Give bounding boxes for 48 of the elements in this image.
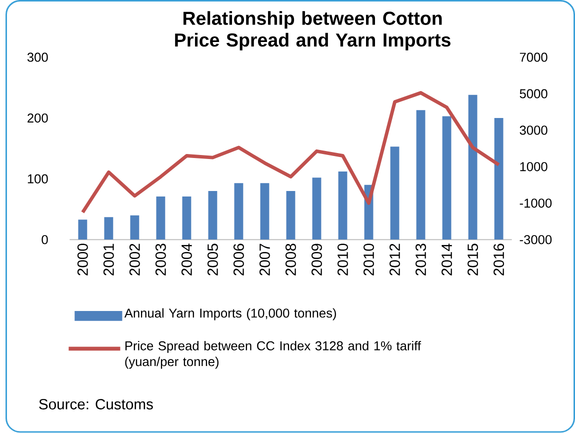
x-tick-label: 2016: [494, 244, 504, 276]
bar: [208, 191, 218, 240]
line-series: [80, 91, 501, 214]
legend-label: Price Spread between CC Index 3128 and 1% tariff (yuan/per tonne): [125, 341, 422, 369]
bar: [468, 95, 478, 240]
x-tick-label: 2010: [364, 244, 374, 276]
y2-tick-label: 7000: [520, 52, 548, 62]
x-tick-label: 2012: [390, 244, 400, 276]
x-tick-label: 2003: [155, 244, 166, 276]
y-tick-label: 0: [42, 235, 48, 244]
y-tick-label: 300: [27, 52, 48, 62]
bar: [286, 191, 296, 240]
x-tick-label: 2007: [259, 244, 270, 276]
x-tick-label: 2001: [103, 244, 114, 276]
bar: [338, 172, 348, 240]
x-tick-label: 2000: [77, 244, 88, 276]
x-tick-label: 2014: [442, 244, 452, 276]
x-tick-label: 2004: [181, 244, 192, 276]
x-tick-label: 2002: [129, 244, 140, 276]
bar: [312, 178, 322, 240]
x-tick-label: 2015: [468, 244, 478, 276]
x-tick-label: 2013: [416, 244, 426, 276]
bar: [442, 116, 452, 240]
bar: [156, 196, 166, 240]
x-tick-label: 2010: [338, 244, 348, 276]
chart-title: Relationship between Cotton Price Spread and Yarn Imports: [175, 11, 450, 51]
x-tick-label: 2006: [233, 244, 244, 276]
y-tick-label: 100: [28, 174, 48, 184]
y2-tick-label: -3000: [520, 235, 552, 244]
x-tick-label: 2005: [207, 244, 218, 276]
x-tick-label: 2008: [286, 244, 296, 276]
bar: [104, 217, 114, 240]
legend-label: Annual Yarn Imports (10,000 tonnes): [124, 308, 336, 320]
bar: [260, 183, 270, 240]
bar: [494, 118, 504, 240]
y2-tick-label: 3000: [520, 126, 548, 135]
bar: [130, 215, 140, 240]
bar: [416, 110, 426, 240]
bar: [390, 146, 400, 240]
y2-tick-label: -1000: [520, 198, 552, 208]
y-tick-label: 200: [28, 114, 48, 123]
bar: [78, 220, 88, 240]
bar: [234, 183, 244, 240]
y2-tick-label: 1000: [520, 162, 548, 172]
y2-tick-label: 5000: [520, 89, 548, 98]
bar: [182, 196, 192, 240]
source-note: Source: Customs: [39, 399, 153, 410]
x-tick-label: 2009: [312, 244, 322, 276]
